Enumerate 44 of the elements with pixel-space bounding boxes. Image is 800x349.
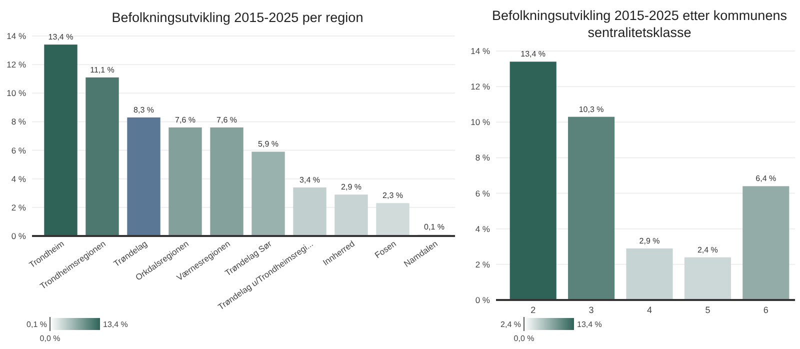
y-tick-label: 8 % — [11, 116, 26, 127]
data-label: 2,4 % — [697, 245, 718, 254]
text: 0,1 % — [26, 320, 47, 329]
y-tick-label: 2 % — [475, 259, 490, 270]
y-tick-label: 0 % — [475, 295, 490, 305]
data-label: 2,9 % — [341, 182, 362, 192]
text: 2,4 % — [500, 320, 521, 329]
data-label: 13,4 % — [520, 50, 546, 59]
y-tick-label: 6 % — [475, 188, 490, 198]
data-label: 7,6 % — [175, 115, 196, 124]
data-label: 10,3 % — [578, 104, 604, 114]
text: 0,0 % — [514, 334, 534, 343]
data-label: 2,3 % — [382, 191, 403, 200]
data-label: 8,3 % — [134, 105, 154, 114]
data-label: 0,1 % — [424, 222, 444, 232]
text: 0,0 % — [40, 334, 60, 343]
y-tick-label: 10 % — [6, 88, 26, 98]
x-tick-label: 4 — [646, 305, 652, 315]
text: 13,4 % — [103, 320, 128, 329]
text: 13,4 % — [577, 320, 602, 329]
data-label: 6,4 % — [756, 174, 776, 184]
chart-title: Befolkningsutvikling 2015-2025 etter kommunens sentralitetsklasse — [492, 8, 788, 40]
y-tick-label: 12 % — [470, 82, 490, 92]
data-label: 7,6 % — [216, 115, 237, 124]
y-tick-label: 6 % — [11, 145, 26, 156]
y-tick-label: 14 % — [6, 31, 26, 41]
chart-title: Befolkningsutvikling 2015-2025 per region — [112, 10, 364, 25]
y-tick-label: 2 % — [11, 202, 26, 212]
y-tick-label: 0 % — [11, 231, 26, 241]
y-tick-label: 4 % — [475, 224, 490, 234]
y-tick-label: 8 % — [475, 152, 490, 163]
x-tick-label: 3 — [588, 305, 594, 315]
data-label: 3,4 % — [300, 175, 320, 184]
y-tick-label: 12 % — [6, 60, 26, 70]
data-label: 11,1 % — [90, 65, 114, 74]
data-label: 5,9 % — [258, 140, 278, 149]
data-label: 2,9 % — [639, 236, 660, 246]
data-label: 13,4 % — [48, 32, 74, 42]
x-tick-label: 6 — [763, 305, 768, 315]
x-tick-label: 2 — [530, 305, 536, 315]
x-tick-label: 5 — [705, 305, 710, 315]
y-tick-label: 4 % — [11, 174, 26, 184]
y-tick-label: 14 % — [470, 46, 490, 56]
y-tick-label: 10 % — [470, 117, 490, 128]
